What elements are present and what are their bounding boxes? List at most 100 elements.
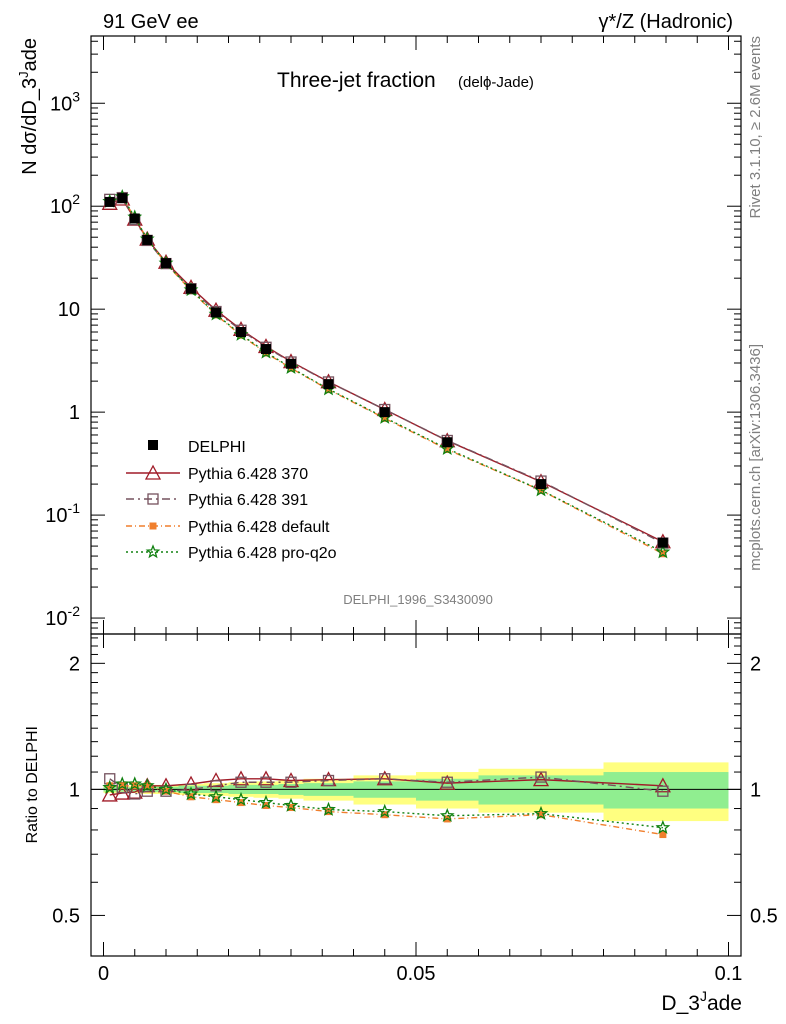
legend-label: Pythia 6.428 default [188,519,330,536]
header-right: γ*/Z (Hadronic) [599,11,733,33]
axes: 0 0.05 0.1 10-2 10-1 1 10 102 103 0.5 0.5 1 1 2 2 [45,35,778,985]
series-point-ratio [257,770,275,786]
series-point-ratio [139,777,155,793]
series-point-ratio [143,782,151,790]
data-point [104,196,115,207]
series-point-ratio [321,801,336,816]
series-point-ratio [127,776,143,791]
data-point [379,407,390,418]
series-point-ratio [258,794,274,809]
ratio-y-tick-label-left: 1 [69,779,80,801]
series-point-main [659,550,667,558]
y-tick-label-main: 10-1 [45,500,80,527]
series-point-ratio [102,779,118,794]
series-point-ratio [532,771,550,787]
x-tick-label: 0.05 [397,963,436,985]
series-point-main [381,414,389,422]
data-point [211,307,221,318]
legend-label: DELPHI [188,439,246,456]
data-point [261,344,271,355]
series-point-ratio [183,786,199,801]
series-point-ratio [657,785,669,797]
rivet-version-label: Rivet 3.1.10, ≥ 2.6M events [747,36,764,219]
x-tick-label: 0.1 [715,963,743,985]
series-point-ratio [659,831,667,839]
data-point [236,327,246,338]
y-tick-label-main: 103 [50,88,80,115]
y-tick-label-main: 1 [69,402,80,424]
series-point-main [443,446,451,454]
mcplots-label: mcplots.cern.ch [arXiv:1306.3436] [747,344,764,571]
series-point-ratio [282,772,300,788]
x-tick-label: 0 [98,963,109,985]
series-line-main [109,198,664,543]
legend-marker [147,493,159,505]
series-point-ratio [535,771,547,783]
series-point-ratio [655,819,671,834]
legend-entry-0: Pythia 6.428 370 [126,464,308,483]
series-point-ratio [114,776,130,791]
data-point [323,379,334,390]
series-point-main [655,544,671,559]
data-point [117,193,128,204]
series-point-ratio [441,776,453,788]
series-point-ratio [377,803,393,818]
series-point-ratio [654,777,671,793]
ratio-y-tick-label-left: 2 [69,653,80,675]
series-point-ratio [283,797,299,812]
legend-marker [148,440,158,450]
y-axis-label-ratio: Ratio to DELPHI [24,726,41,843]
data-point [142,234,153,245]
series-point-ratio [260,776,272,788]
legend-marker [149,522,157,530]
data-point [161,258,171,269]
data-point [536,479,546,490]
analysis-id: DELPHI_1996_S3430090 [343,592,493,607]
series-point-ratio [131,782,139,790]
series-point-ratio [439,807,455,823]
data-series-delphi [104,193,668,548]
series-point-ratio [285,776,297,788]
legend-marker [144,464,162,480]
y-axis-label-main: N dσ/dD_3Jade [16,38,41,175]
series-point-ratio [537,811,545,819]
ratio-y-tick-label-right: 2 [750,653,761,675]
data-point [186,283,196,294]
series-point-ratio [101,786,118,802]
y-tick-label-main: 102 [50,191,80,218]
legend-entry-1: Pythia 6.428 391 [126,492,308,509]
legend-entry-3: Pythia 6.428 pro-q2o [126,544,337,562]
series-point-ratio [207,772,225,788]
chart-title-sub: (delϕ-Jade) [458,74,534,91]
data-point [657,537,668,548]
series-point-ratio [208,789,224,804]
series-point-ratio [533,805,549,820]
legend-entry-data: DELPHI [148,439,246,456]
series-point-ratio [322,774,335,787]
stat-band-green [603,772,729,809]
data-point [442,437,453,448]
legend-marker [145,544,161,559]
header-left: 91 GeV ee [103,11,199,33]
series-point-ratio [235,776,247,788]
legend-entry-2: Pythia 6.428 default [126,519,330,536]
legend-label: Pythia 6.428 370 [188,466,308,483]
series-point-ratio [232,770,250,786]
ratio-y-tick-label-right: 0.5 [750,905,778,927]
series-point-ratio [233,791,249,806]
ratio-y-tick-label-left: 0.5 [52,905,80,927]
x-axis-label: D_3Jade [661,988,742,1015]
series-layer [101,188,671,839]
legend: DELPHI Pythia 6.428 370 Pythia 6.428 391 Py… [126,439,337,562]
series-point-ratio [106,782,114,790]
series-point-ratio [118,782,126,790]
series-point-ratio [158,781,174,796]
legend-label: Pythia 6.428 pro-q2o [188,545,337,562]
series-point-ratio [160,785,172,797]
data-point [286,358,296,369]
series-point-ratio [379,773,391,785]
y-tick-label-main: 10-2 [45,603,80,630]
data-point [129,213,140,224]
y-tick-label-main: 10 [58,299,80,321]
